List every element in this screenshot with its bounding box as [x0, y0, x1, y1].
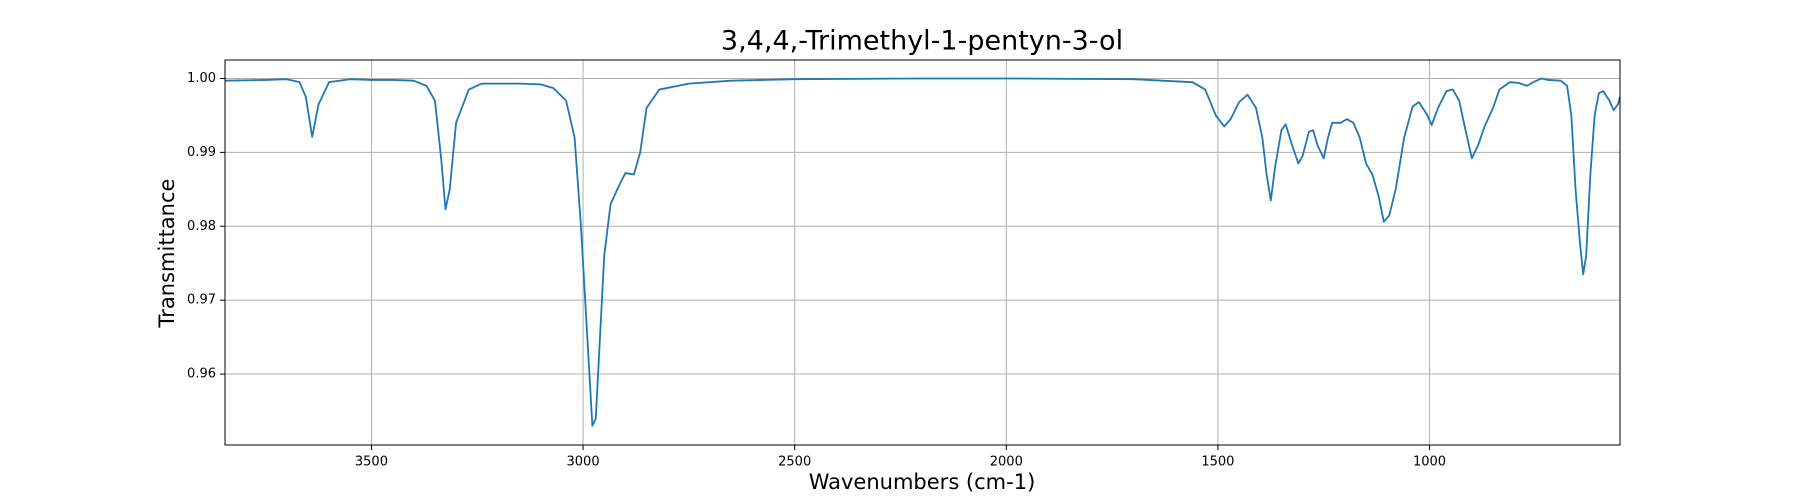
- chart-title: 3,4,4,-Trimethyl-1-pentyn-3-ol: [721, 26, 1123, 57]
- spectrum-line: [224, 77, 1621, 427]
- x-tick-label: 2500: [778, 455, 811, 470]
- plot-frame: [224, 59, 1621, 446]
- x-axis-label: Wavenumbers (cm-1): [809, 470, 1036, 494]
- x-tick-label: 3000: [567, 455, 600, 470]
- x-tick-label: 1000: [1413, 455, 1446, 470]
- y-tick-label: 0.98: [187, 219, 216, 234]
- x-tick-label: 3500: [355, 455, 388, 470]
- x-tick-label: 1500: [1201, 455, 1234, 470]
- y-tick-label: 0.96: [187, 367, 216, 382]
- y-tick-label: 1.00: [187, 71, 216, 86]
- y-axis-label: Transmittance: [155, 179, 179, 329]
- y-tick-label: 0.97: [187, 293, 216, 308]
- y-tick-label: 0.99: [187, 145, 216, 160]
- x-tick-label: 2000: [990, 455, 1023, 470]
